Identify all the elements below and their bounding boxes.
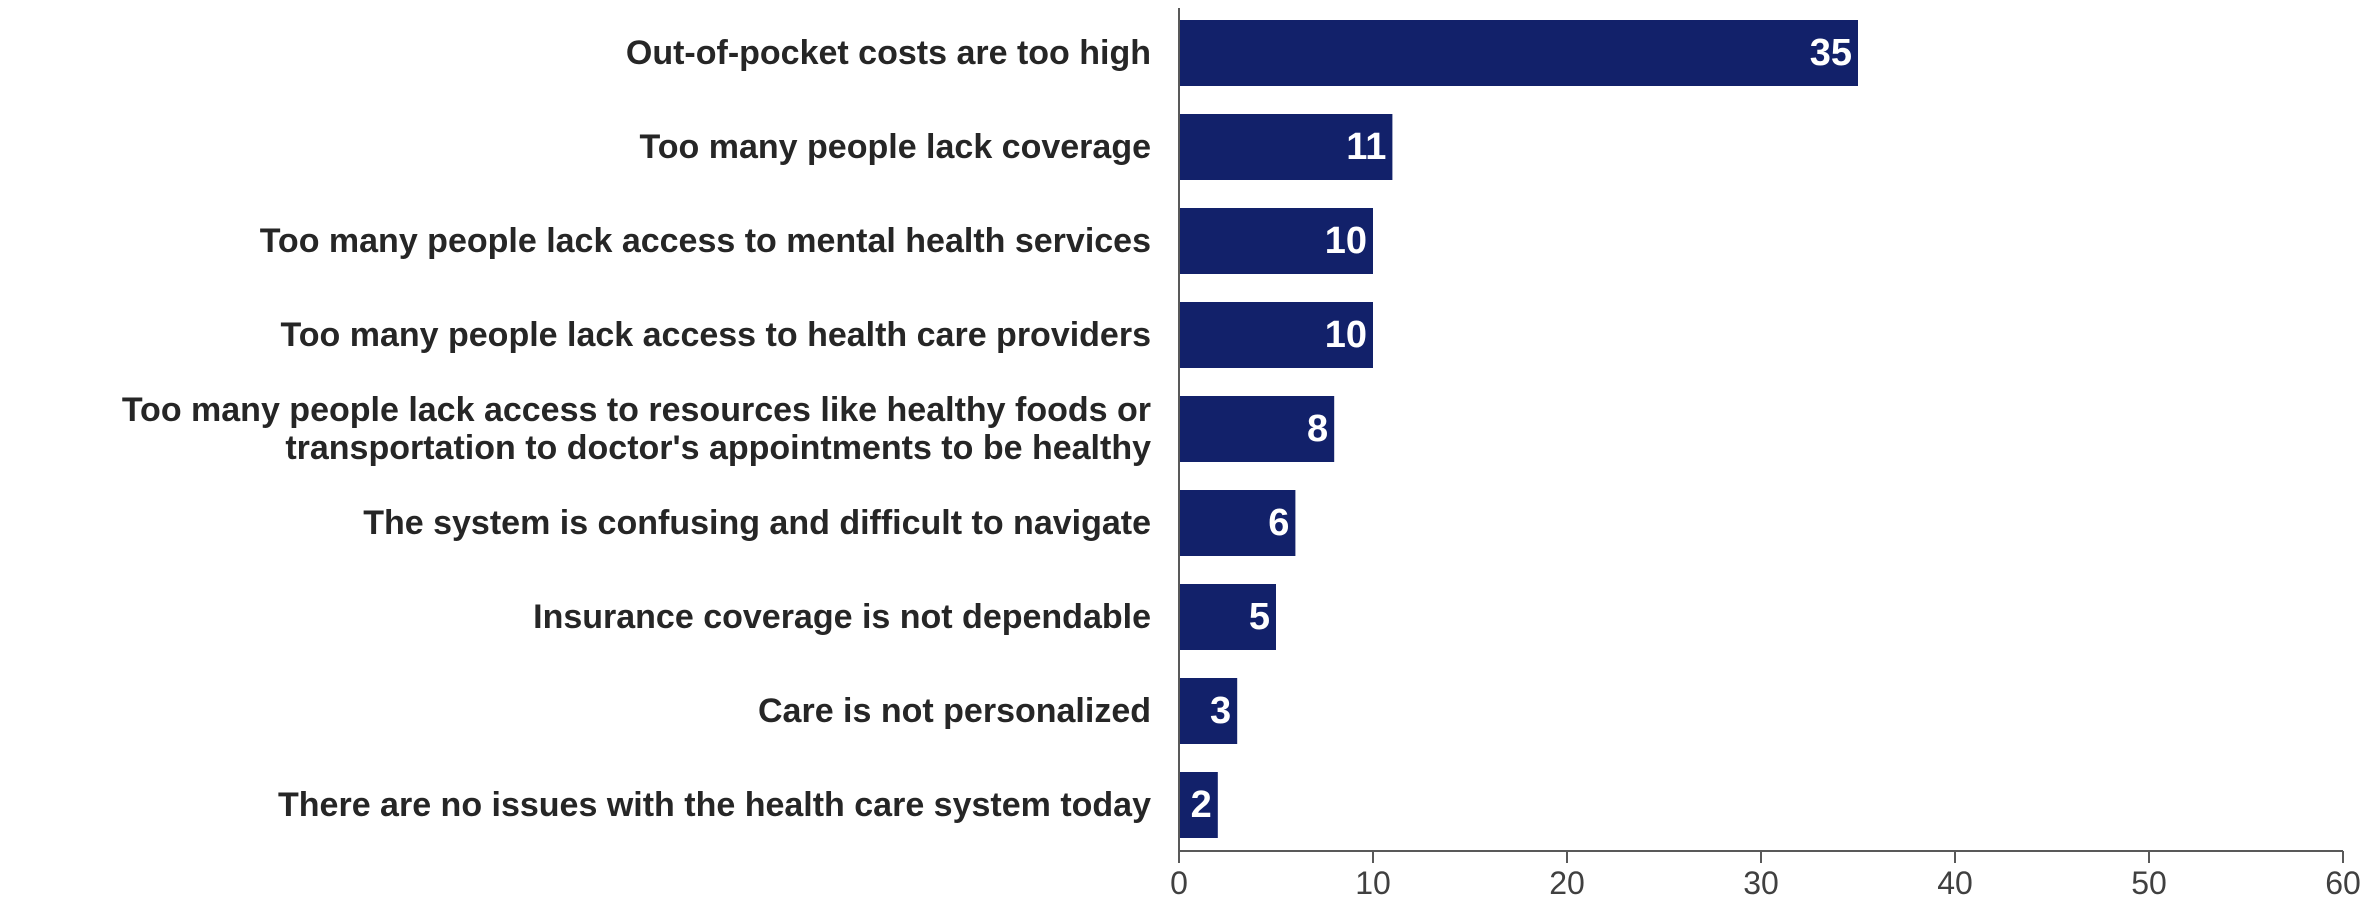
data-label-1: 35 xyxy=(1810,32,1852,74)
data-label-5: 8 xyxy=(1307,408,1328,450)
data-label-8: 3 xyxy=(1210,690,1231,732)
bar-8 xyxy=(1179,678,1238,744)
data-labels: 35 11 10 10 8 6 5 3 2 xyxy=(1191,32,1852,826)
bar-4 xyxy=(1179,302,1373,368)
bar-5 xyxy=(1179,396,1335,462)
bar-6 xyxy=(1179,490,1296,556)
data-label-7: 5 xyxy=(1249,596,1270,638)
category-label-2: Too many people lack coverage xyxy=(640,128,1151,166)
bar-2 xyxy=(1179,114,1393,180)
x-tick-label-50: 50 xyxy=(2131,865,2167,901)
category-label-7: Insurance coverage is not dependable xyxy=(533,598,1151,636)
category-label-1: Out-of-pocket costs are too high xyxy=(626,34,1151,72)
x-tick-label-40: 40 xyxy=(1937,865,1973,901)
category-labels: Out-of-pocket costs are too high Too many… xyxy=(122,34,1151,824)
category-label-6: The system is confusing and difficult to… xyxy=(363,504,1151,542)
bar-1 xyxy=(1179,20,1858,86)
bar-7 xyxy=(1179,584,1276,650)
category-label-9: There are no issues with the health care… xyxy=(278,786,1151,824)
category-label-5: Too many people lack access to resources… xyxy=(122,391,1151,467)
bar-9 xyxy=(1179,772,1218,838)
category-label-4: Too many people lack access to health ca… xyxy=(281,316,1152,354)
x-tick-label-20: 20 xyxy=(1549,865,1585,901)
bars-group xyxy=(1179,20,1858,838)
data-label-3: 10 xyxy=(1325,220,1367,262)
x-tick-label-60: 60 xyxy=(2325,865,2361,901)
x-tick-label-30: 30 xyxy=(1743,865,1779,901)
data-label-4: 10 xyxy=(1325,314,1367,356)
bar-3 xyxy=(1179,208,1373,274)
category-label-8: Care is not personalized xyxy=(758,692,1151,730)
data-label-9: 2 xyxy=(1191,784,1212,826)
x-tick-label-10: 10 xyxy=(1355,865,1391,901)
data-label-2: 11 xyxy=(1346,126,1386,168)
data-label-6: 6 xyxy=(1268,502,1289,544)
category-label-3: Too many people lack access to mental he… xyxy=(260,222,1151,260)
x-tick-label-0: 0 xyxy=(1170,865,1188,901)
x-axis-ticks: 0 10 20 30 40 50 60 xyxy=(1170,851,2361,901)
